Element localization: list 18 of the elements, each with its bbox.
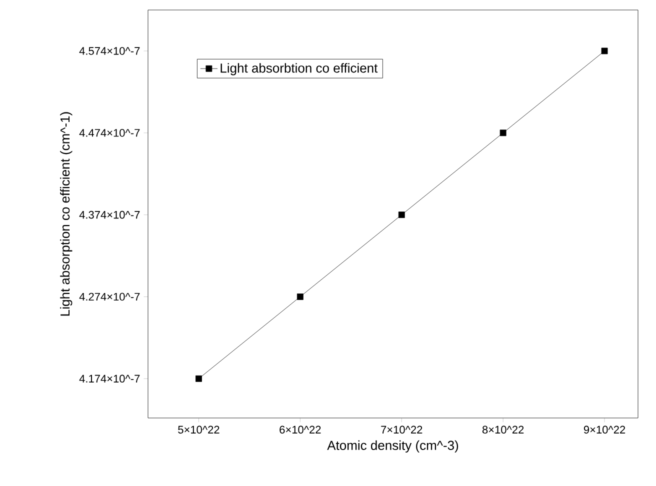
y-tick-label: 4.574×10^-7 bbox=[79, 47, 140, 55]
y-tick-label: 4.274×10^-7 bbox=[79, 292, 140, 301]
x-tick-label: 6×10^22 bbox=[280, 426, 321, 434]
point bbox=[500, 130, 506, 136]
x-tick-label: 9×10^22 bbox=[584, 426, 626, 434]
y-axis-title: Light absorption co efficient (cm^-1) bbox=[60, 112, 72, 316]
point bbox=[296, 294, 304, 300]
y-tick-label: 4.174×10^-7 bbox=[79, 374, 140, 383]
x-axis-title: Atomic density (cm^-3) bbox=[327, 440, 458, 453]
legend-label: Light absorbtion co efficient bbox=[220, 63, 378, 76]
point bbox=[196, 375, 202, 382]
point bbox=[601, 48, 608, 54]
y-tick-label: 4.474×10^-7 bbox=[79, 129, 140, 137]
x-tick-label: 5×10^22 bbox=[178, 426, 220, 434]
point bbox=[398, 212, 405, 218]
y-tick-label: 4.374×10^-7 bbox=[79, 210, 140, 219]
x-tick-label: 7×10^22 bbox=[381, 426, 422, 434]
x-tick-label: 8×10^22 bbox=[482, 426, 524, 434]
